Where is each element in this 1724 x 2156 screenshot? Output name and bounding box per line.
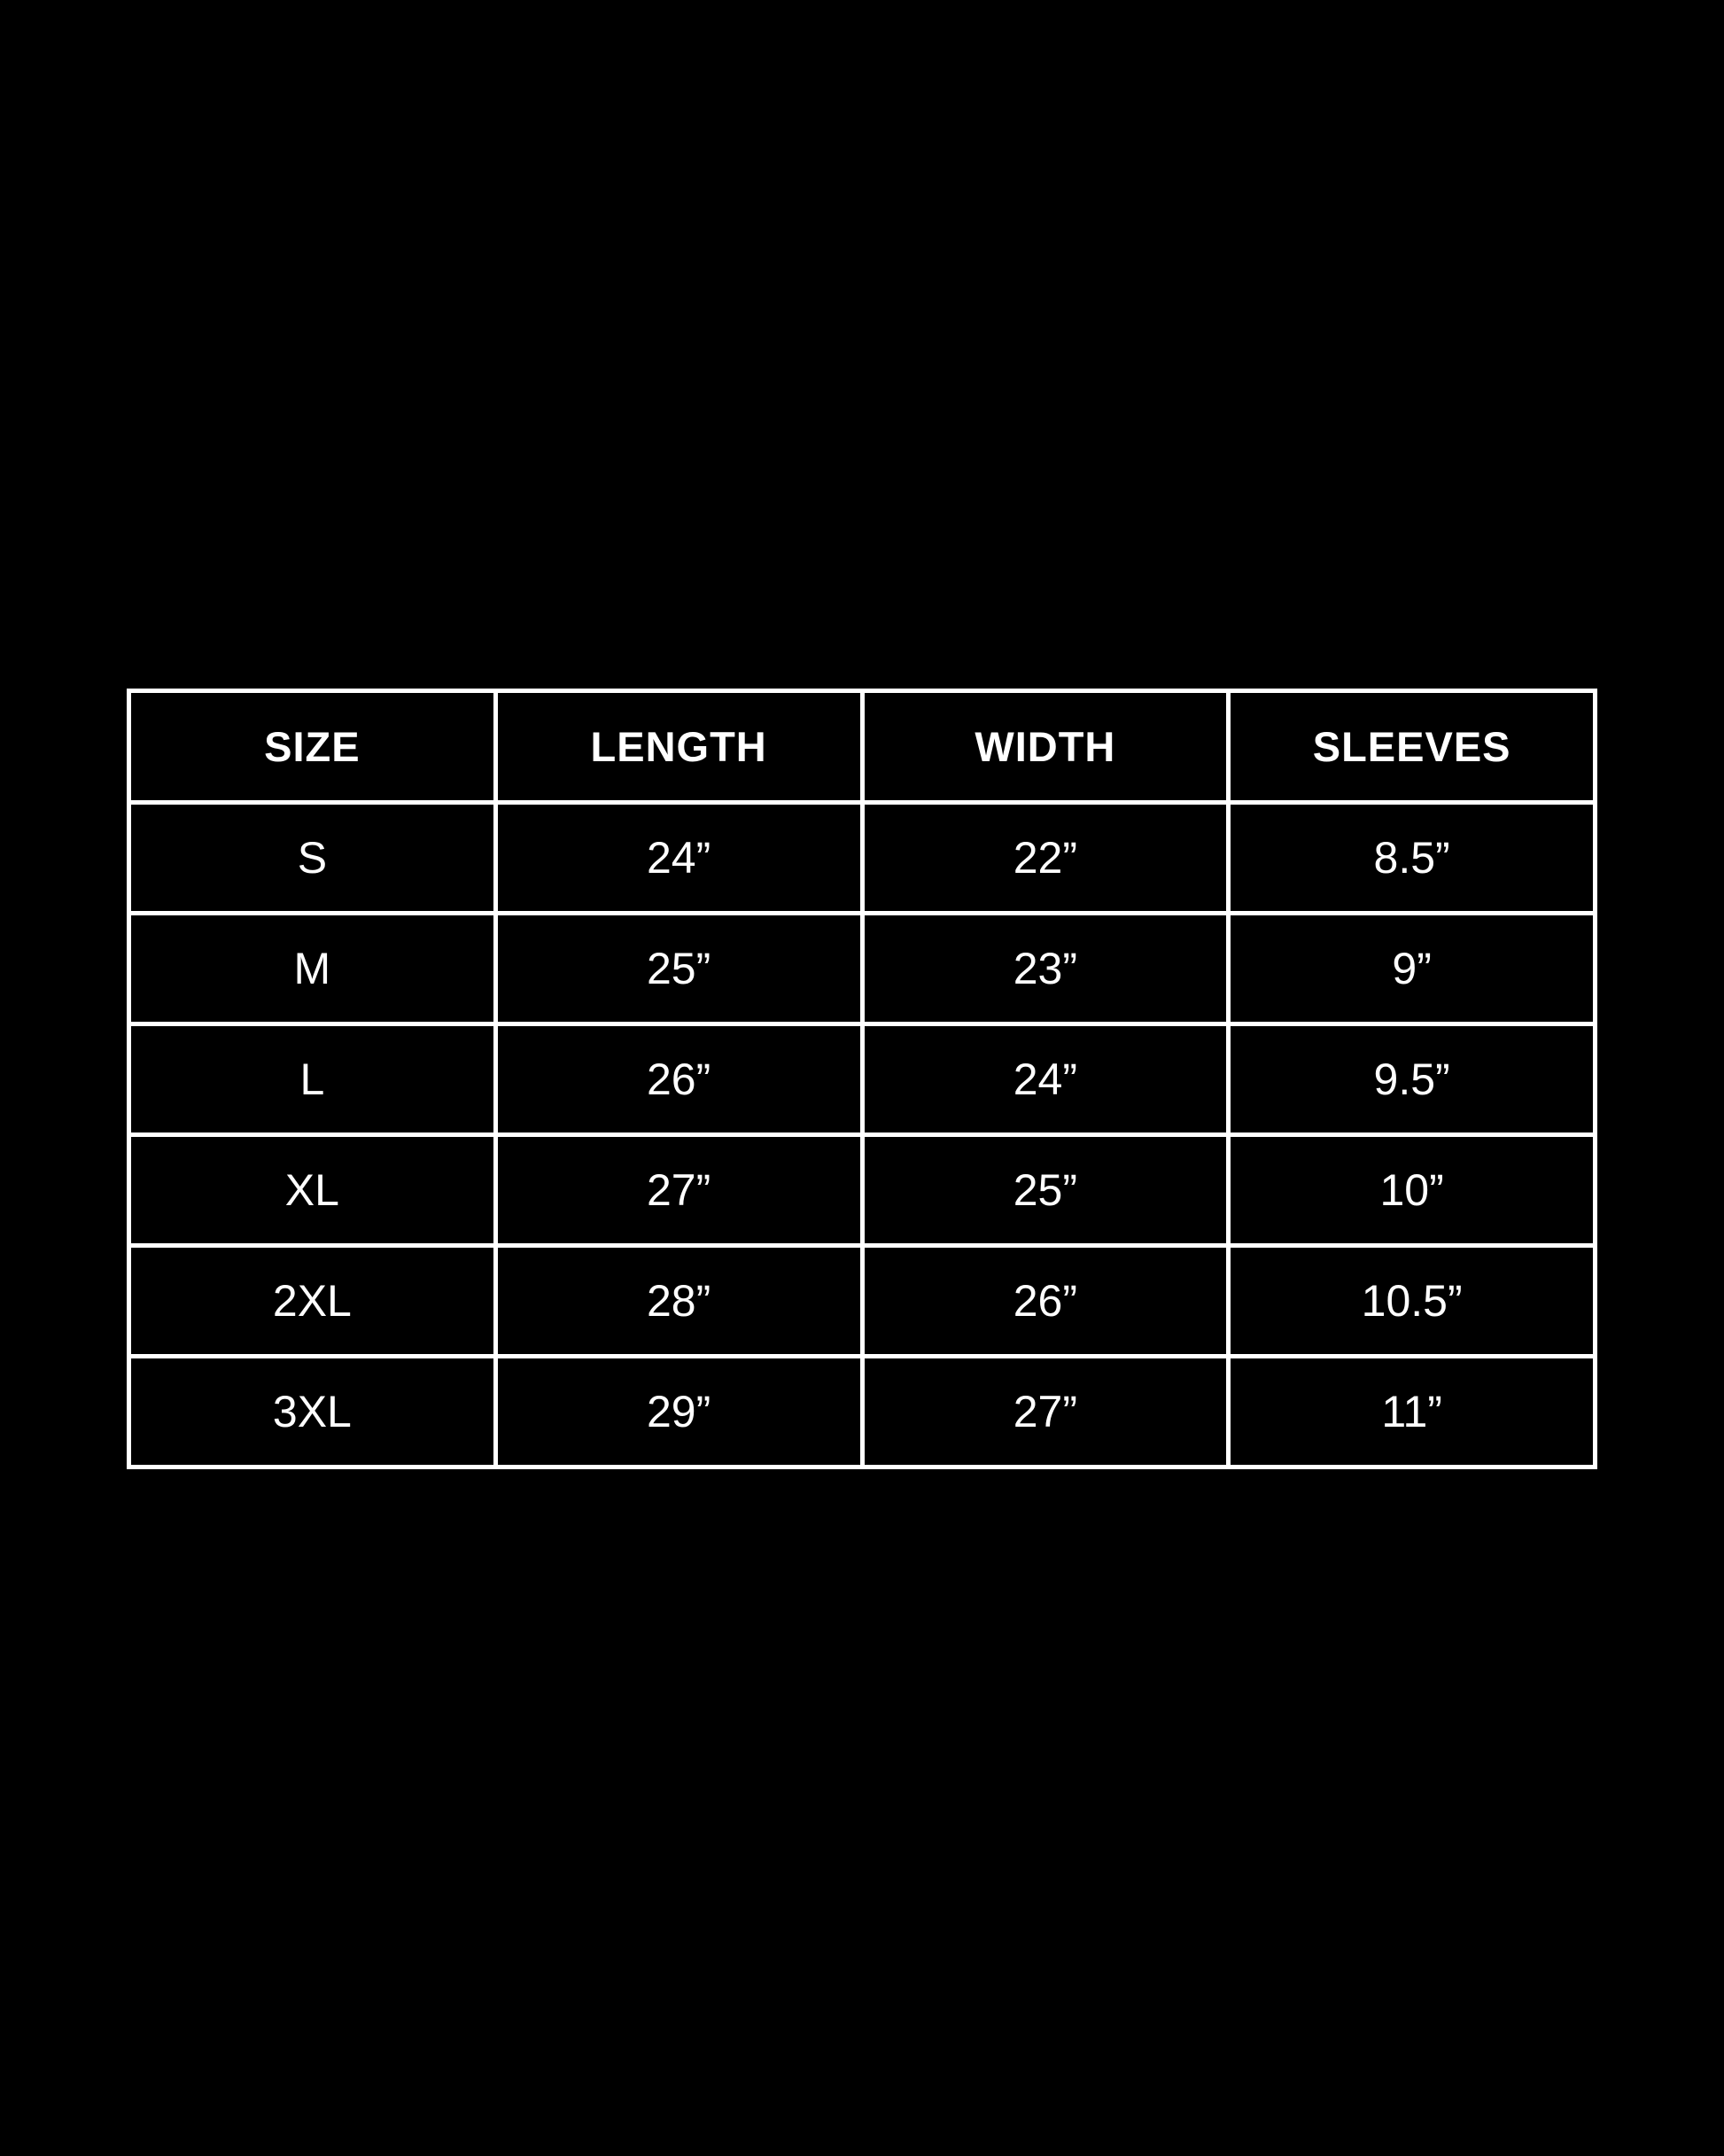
cell-length: 29” xyxy=(493,1354,865,1469)
cell-sleeves: 11” xyxy=(1226,1354,1597,1469)
cell-size: M xyxy=(127,911,498,1026)
cell-length: 25” xyxy=(493,911,865,1026)
table-row-s: S 24” 22” 8.5” xyxy=(127,800,1597,915)
cell-sleeves: 10” xyxy=(1226,1132,1597,1248)
column-header-size: SIZE xyxy=(127,689,498,805)
table-row-l: L 26” 24” 9.5” xyxy=(127,1022,1597,1137)
table-row-m: M 25” 23” 9” xyxy=(127,911,1597,1026)
table-row-xl: XL 27” 25” 10” xyxy=(127,1132,1597,1248)
cell-length: 28” xyxy=(493,1243,865,1358)
cell-sleeves: 8.5” xyxy=(1226,800,1597,915)
size-chart-body: S 24” 22” 8.5” M 25” 23” 9” L 26” 24” 9.… xyxy=(127,800,1597,1469)
cell-width: 27” xyxy=(859,1354,1231,1469)
cell-sleeves: 10.5” xyxy=(1226,1243,1597,1358)
cell-size: XL xyxy=(127,1132,498,1248)
cell-width: 26” xyxy=(859,1243,1231,1358)
cell-width: 24” xyxy=(859,1022,1231,1137)
table-row-2xl: 2XL 28” 26” 10.5” xyxy=(127,1243,1597,1358)
column-header-sleeves: SLEEVES xyxy=(1226,689,1597,805)
cell-width: 23” xyxy=(859,911,1231,1026)
size-chart-table: SIZE LENGTH WIDTH SLEEVES S 24” 22” 8.5”… xyxy=(127,689,1597,1469)
column-header-length: LENGTH xyxy=(493,689,865,805)
cell-size: 2XL xyxy=(127,1243,498,1358)
column-header-width: WIDTH xyxy=(859,689,1231,805)
cell-length: 27” xyxy=(493,1132,865,1248)
table-row-3xl: 3XL 29” 27” 11” xyxy=(127,1354,1597,1469)
cell-width: 22” xyxy=(859,800,1231,915)
cell-size: S xyxy=(127,800,498,915)
cell-width: 25” xyxy=(859,1132,1231,1248)
cell-length: 24” xyxy=(493,800,865,915)
cell-sleeves: 9.5” xyxy=(1226,1022,1597,1137)
cell-size: L xyxy=(127,1022,498,1137)
header-row: SIZE LENGTH WIDTH SLEEVES xyxy=(127,689,1597,805)
cell-sleeves: 9” xyxy=(1226,911,1597,1026)
cell-length: 26” xyxy=(493,1022,865,1137)
size-chart-header: SIZE LENGTH WIDTH SLEEVES xyxy=(127,689,1597,805)
cell-size: 3XL xyxy=(127,1354,498,1469)
